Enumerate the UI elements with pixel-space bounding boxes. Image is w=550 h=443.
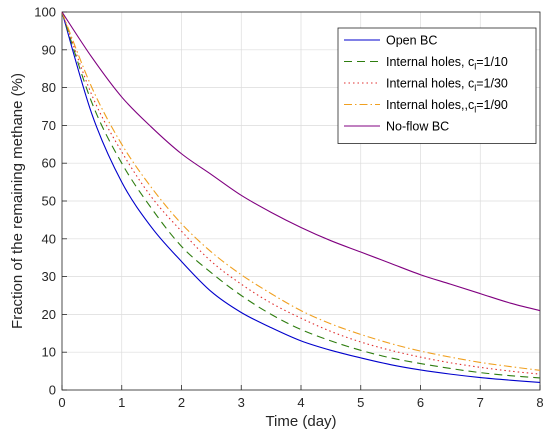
y-axis-label: Fraction of the remaining methane (%) [9,73,26,329]
series-line-4 [61,11,541,312]
series-line-0 [61,11,541,383]
legend-entry: Internal holes, cl=1/30 [386,77,508,94]
x-tick-label: 4 [297,395,304,410]
legend-entry: Internal holes,,cl=1/90 [386,98,508,115]
x-tick-label: 1 [118,395,125,410]
y-tick-label: 20 [42,307,56,322]
x-tick-label: 6 [417,395,424,410]
y-tick-label: 70 [42,118,56,133]
y-tick-label: 10 [42,345,56,360]
x-axis-label: Time (day) [265,413,336,430]
x-tick-label: 8 [536,395,543,410]
legend-entry-tail: =1/10 [476,55,508,69]
x-tick-label: 5 [357,395,364,410]
legend-entry: No-flow BC [386,120,449,134]
legend-entry-name: Open BC [386,34,437,48]
legend-entry-name: Internal holes, c [386,77,474,91]
y-tick-label: 100 [34,5,56,20]
y-tick-label: 90 [42,42,56,57]
legend-entry: Open BC [386,34,437,48]
legend-entry-name: No-flow BC [386,120,449,134]
legend-entry-tail: =1/90 [476,98,508,112]
y-tick-label: 80 [42,80,56,95]
legend-entry-name: Internal holes, c [386,55,474,69]
legend-entry-name: Internal holes,,c [386,98,474,112]
x-tick-label: 7 [477,395,484,410]
x-axis-ticks: 0 1 2 3 4 5 6 7 8 [58,385,544,410]
y-tick-label: 60 [42,156,56,171]
y-tick-label: 0 [49,383,56,398]
y-tick-label: 40 [42,231,56,246]
series-line-1 [61,11,541,379]
x-tick-label: 2 [178,395,185,410]
series-line-3 [61,11,541,371]
legend-entry: Internal holes, cl=1/10 [386,55,508,72]
series-lines [61,11,541,383]
y-tick-label: 50 [42,194,56,209]
x-tick-label: 0 [58,395,65,410]
legend-entry-subscript: l [474,105,476,115]
legend-box [337,27,537,144]
y-axis-ticks: 0 10 20 30 40 50 60 70 80 90 100 [34,5,67,398]
legend-entry-subscript: l [474,83,476,93]
x-tick-label: 3 [238,395,245,410]
y-tick-label: 30 [42,269,56,284]
legend-entry-subscript: l [474,62,476,72]
legend-entry-tail: =1/30 [476,77,508,91]
